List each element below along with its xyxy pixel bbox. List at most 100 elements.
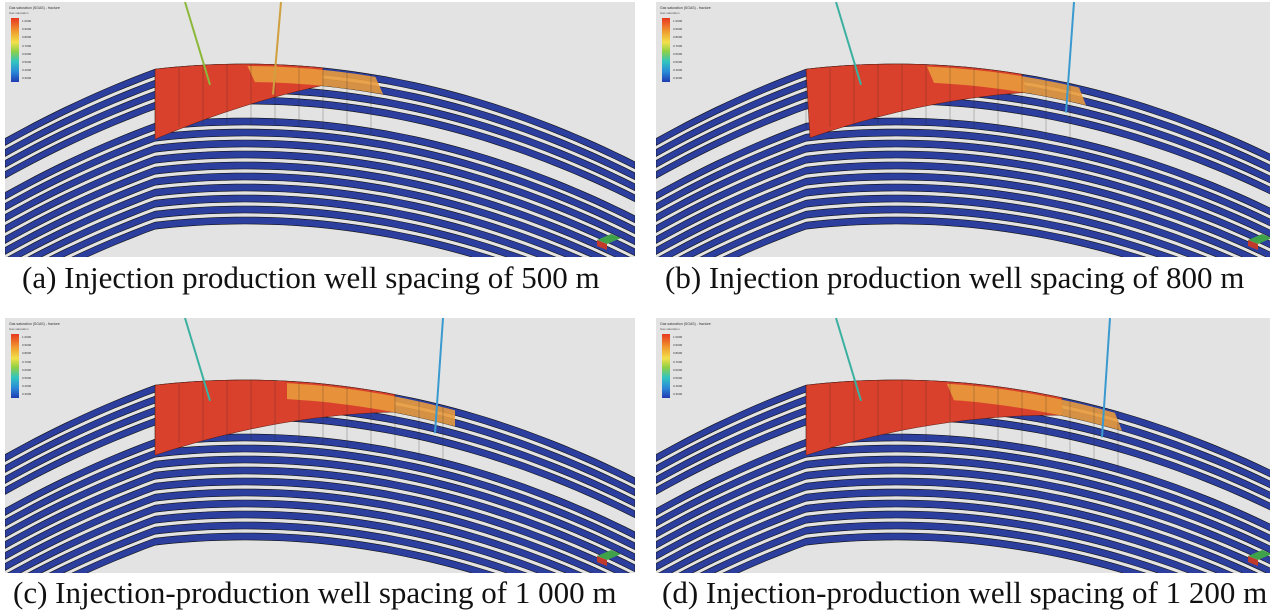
reservoir-layer bbox=[7, 183, 583, 257]
reservoir-layer bbox=[48, 521, 528, 573]
reservoir-model-view bbox=[5, 318, 635, 573]
reservoir-layer bbox=[656, 477, 1270, 573]
legend-tick: 0.9000 bbox=[673, 27, 683, 32]
legend-tick: 0.6000 bbox=[22, 367, 32, 372]
reservoir-layer bbox=[656, 128, 1270, 227]
reservoir-layer bbox=[5, 172, 608, 257]
legend-tick: 1.0000 bbox=[673, 335, 683, 339]
reservoir-layer bbox=[656, 161, 1270, 257]
production-well bbox=[434, 318, 444, 434]
reservoir-layer bbox=[699, 205, 1179, 257]
production-well bbox=[1065, 2, 1075, 113]
legend-tick: 0.5000 bbox=[22, 60, 32, 65]
reservoir-layer bbox=[656, 444, 1270, 543]
production-well bbox=[272, 2, 282, 95]
reservoir-layer bbox=[658, 499, 1234, 573]
legend-tick: 0.3000 bbox=[22, 392, 32, 397]
reservoir-layer bbox=[699, 521, 1179, 573]
reservoir-layer bbox=[7, 499, 583, 573]
legend-title: Gas saturation (SGAS) - fracture bbox=[9, 322, 60, 326]
legend-tick: 0.7000 bbox=[22, 43, 32, 48]
legend-tick: 0.7000 bbox=[673, 43, 683, 48]
legend-subtitle: Gas saturation bbox=[660, 11, 680, 15]
reservoir-layer bbox=[5, 128, 635, 235]
caption-b: (b) Injection production well spacing of… bbox=[665, 260, 1245, 295]
reservoir-layer bbox=[5, 466, 635, 573]
legend-tick: 0.8000 bbox=[22, 35, 32, 40]
reservoir-layer bbox=[5, 161, 631, 257]
reservoir-layer bbox=[678, 510, 1208, 573]
legend-tick: 0.6000 bbox=[22, 51, 32, 56]
legend-ticks: 1.0000 0.9000 0.8000 0.7000 0.6000 0.500… bbox=[22, 17, 31, 83]
simulation-panel-d: Gas saturation (SGAS) - fracture Gas sat… bbox=[656, 318, 1270, 573]
production-well bbox=[1101, 318, 1111, 438]
legend-tick: 0.8000 bbox=[673, 35, 683, 40]
orientation-cube bbox=[597, 550, 621, 560]
color-legend: Gas saturation (SGAS) - fracture Gas sat… bbox=[9, 322, 69, 407]
legend-tick: 0.7000 bbox=[22, 359, 32, 364]
legend-tick: 0.5000 bbox=[673, 60, 683, 65]
legend-tick: 0.6000 bbox=[673, 51, 683, 56]
legend-tick: 0.4000 bbox=[22, 384, 32, 389]
simulation-panel-c: Gas saturation (SGAS) - fracture Gas sat… bbox=[5, 318, 635, 573]
injection-well bbox=[184, 318, 211, 402]
legend-title: Gas saturation (SGAS) - fracture bbox=[9, 6, 60, 10]
reservoir-layer bbox=[656, 466, 1270, 565]
caption-d: (d) Injection-production well spacing of… bbox=[662, 575, 1268, 610]
legend-tick: 0.3000 bbox=[673, 392, 683, 397]
legend-tick: 0.3000 bbox=[22, 76, 32, 81]
legend-tick: 0.9000 bbox=[22, 27, 32, 32]
reservoir-layer bbox=[656, 139, 1270, 238]
legend-tick: 0.7000 bbox=[673, 359, 683, 364]
reservoir-layer bbox=[678, 194, 1208, 257]
injection-well bbox=[835, 318, 862, 402]
color-legend: Gas saturation (SGAS) - fracture Gas sat… bbox=[9, 6, 69, 91]
legend-colorbar bbox=[662, 334, 670, 398]
legend-tick: 1.0000 bbox=[22, 19, 32, 23]
simulation-panel-b: Gas saturation (SGAS) - fracture Gas sat… bbox=[656, 2, 1270, 257]
legend-ticks: 1.0000 0.9000 0.8000 0.7000 0.6000 0.500… bbox=[22, 333, 31, 399]
legend-tick: 0.4000 bbox=[22, 68, 32, 73]
reservoir-model-view bbox=[656, 2, 1270, 257]
legend-tick: 0.5000 bbox=[673, 376, 683, 381]
injection-well bbox=[835, 2, 862, 86]
legend-tick: 0.8000 bbox=[673, 351, 683, 356]
reservoir-layer bbox=[722, 532, 1147, 573]
reservoir-layer bbox=[5, 117, 635, 224]
legend-tick: 0.6000 bbox=[673, 367, 683, 372]
legend-ticks: 1.0000 0.9000 0.8000 0.7000 0.6000 0.500… bbox=[673, 17, 682, 83]
legend-colorbar bbox=[11, 18, 19, 82]
reservoir-layer bbox=[27, 510, 557, 573]
color-legend: Gas saturation (SGAS) - fracture Gas sat… bbox=[660, 6, 720, 91]
legend-colorbar bbox=[662, 18, 670, 82]
orientation-cube bbox=[1248, 550, 1270, 560]
reservoir-layer bbox=[5, 150, 635, 257]
reservoir-layer bbox=[71, 532, 496, 573]
legend-tick: 0.9000 bbox=[22, 343, 32, 348]
orientation-cube bbox=[597, 234, 621, 244]
legend-tick: 0.8000 bbox=[22, 351, 32, 356]
legend-subtitle: Gas saturation bbox=[9, 327, 29, 331]
reservoir-layer bbox=[656, 488, 1259, 573]
legend-tick: 0.9000 bbox=[673, 343, 683, 348]
legend-title: Gas saturation (SGAS) - fracture bbox=[660, 322, 711, 326]
legend-title: Gas saturation (SGAS) - fracture bbox=[660, 6, 711, 10]
legend-tick: 0.5000 bbox=[22, 376, 32, 381]
simulation-panel-a: Gas saturation (SGAS) - fracture Gas sat… bbox=[5, 2, 635, 257]
reservoir-model-view bbox=[656, 318, 1270, 573]
legend-tick: 0.3000 bbox=[673, 76, 683, 81]
legend-tick: 1.0000 bbox=[673, 19, 683, 23]
caption-a: (a) Injection production well spacing of… bbox=[22, 260, 600, 295]
reservoir-layer bbox=[658, 183, 1234, 257]
legend-tick: 1.0000 bbox=[22, 335, 32, 339]
reservoir-layer bbox=[5, 488, 608, 573]
reservoir-layer bbox=[656, 172, 1259, 257]
orientation-cube bbox=[1248, 234, 1270, 244]
reservoir-layer bbox=[27, 194, 557, 257]
reservoir-layer bbox=[5, 455, 635, 562]
legend-tick: 0.4000 bbox=[673, 68, 683, 73]
reservoir-layer bbox=[5, 477, 631, 573]
legend-ticks: 1.0000 0.9000 0.8000 0.7000 0.6000 0.500… bbox=[673, 333, 682, 399]
transition-zone bbox=[946, 383, 1122, 431]
reservoir-layer bbox=[722, 216, 1147, 257]
